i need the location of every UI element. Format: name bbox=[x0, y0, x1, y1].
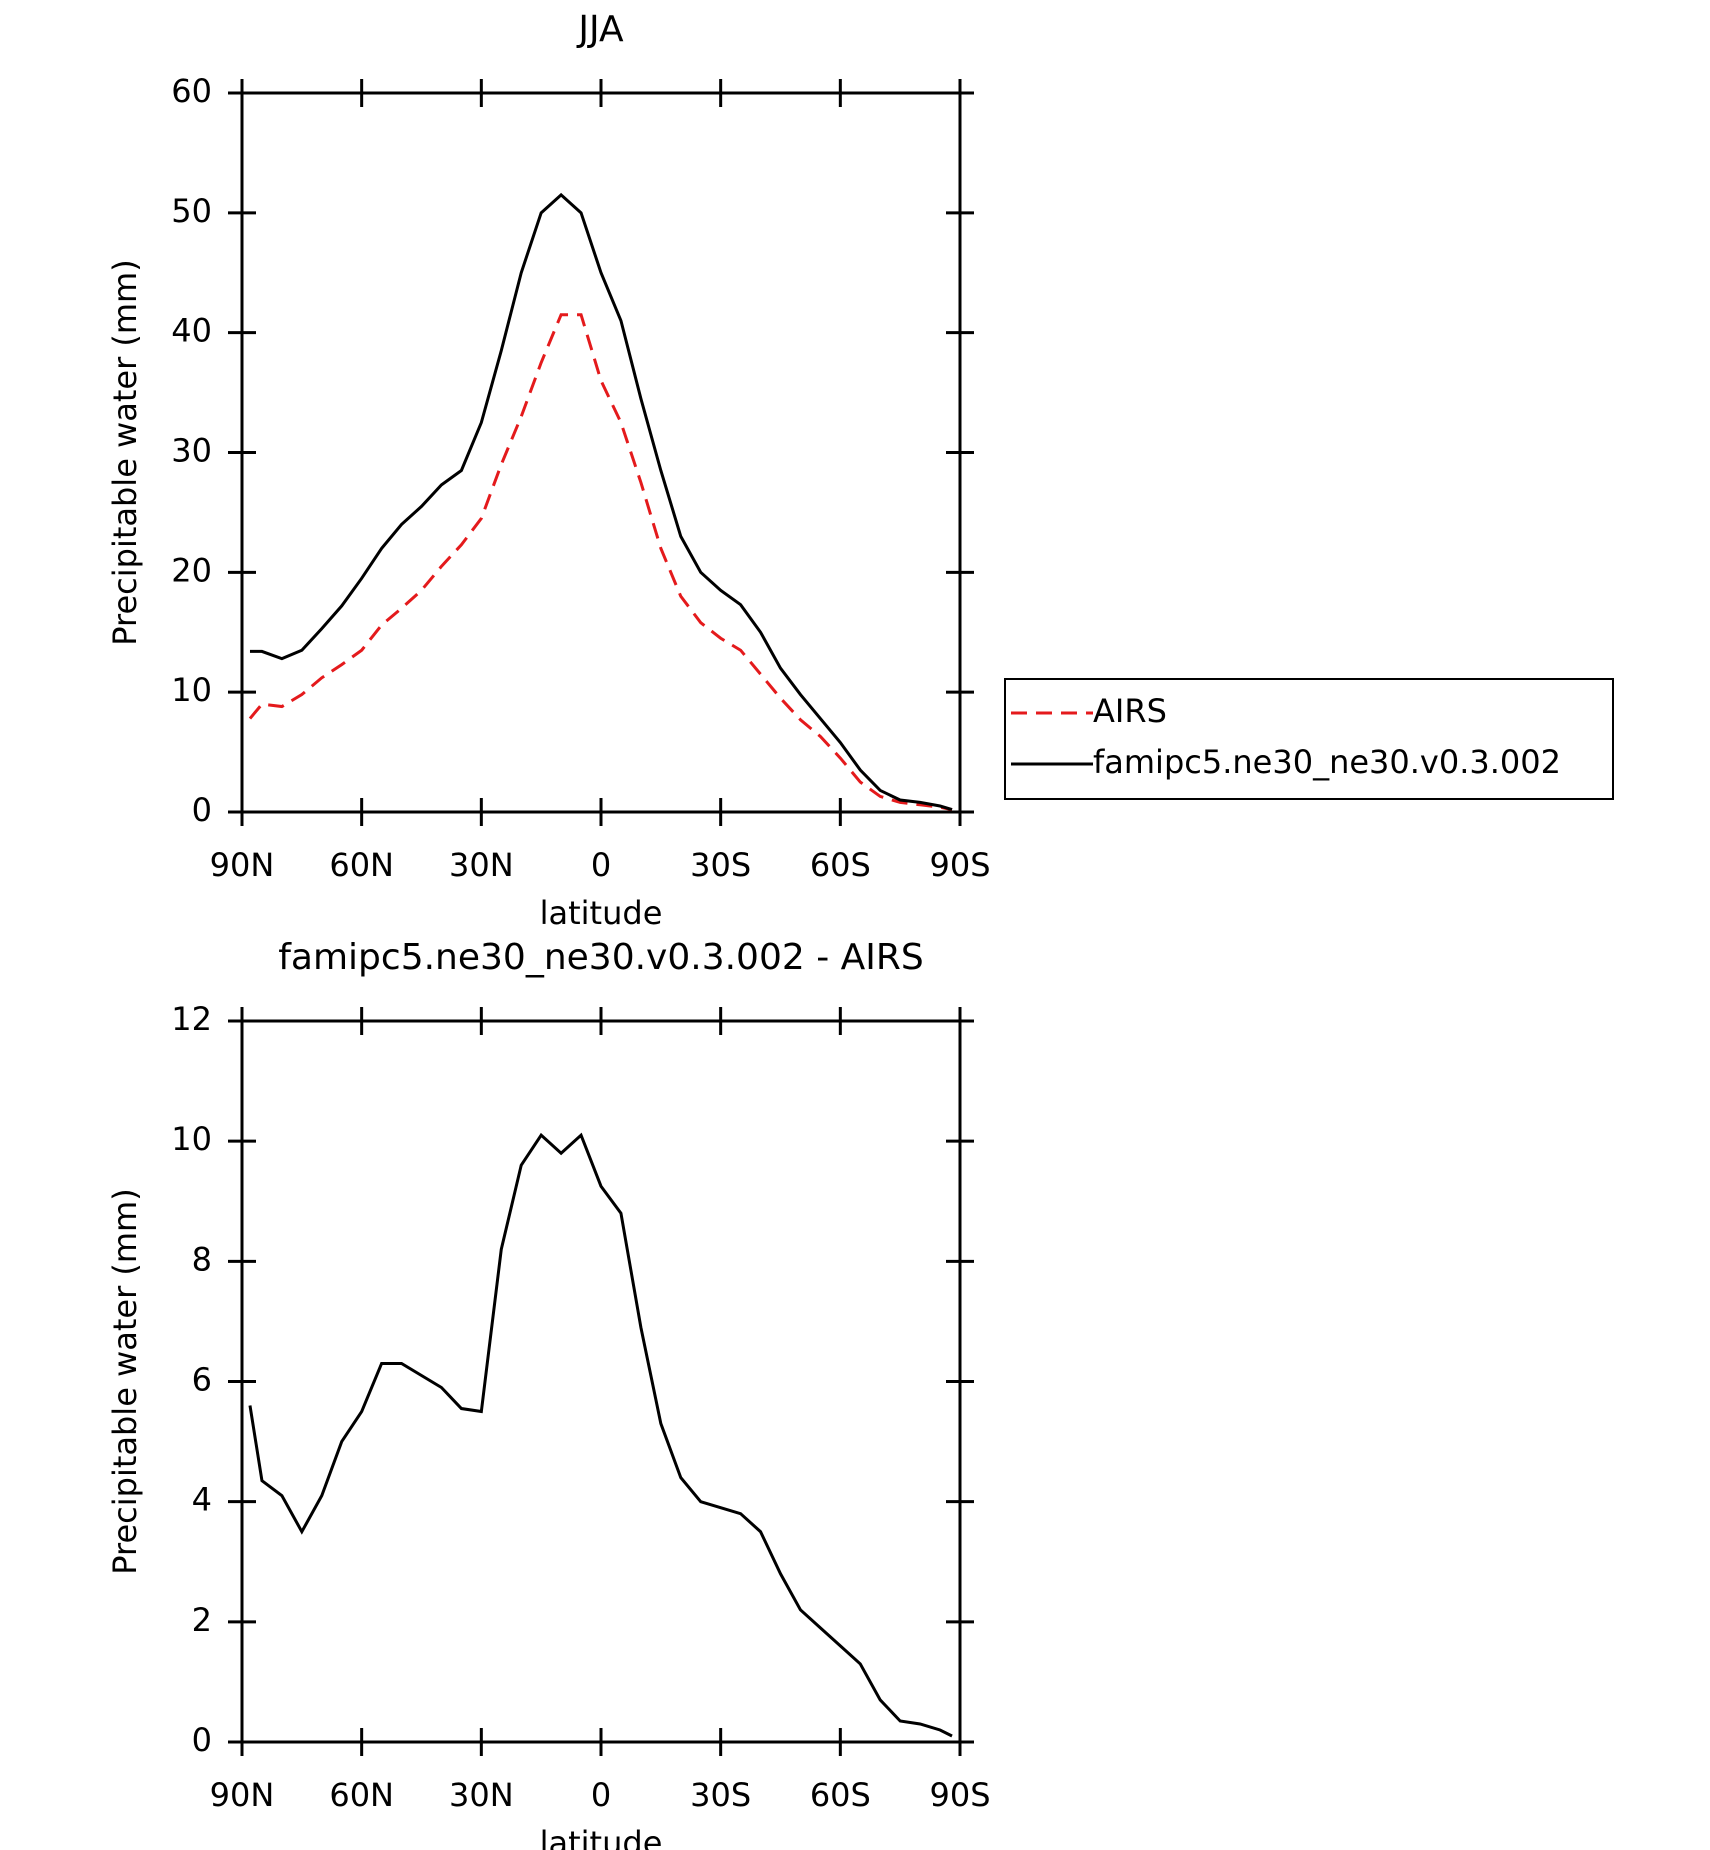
y-tick-label: 6 bbox=[192, 1361, 212, 1399]
y-tick-label: 8 bbox=[192, 1240, 212, 1278]
chart-title: JJA bbox=[576, 9, 624, 50]
y-tick-label: 60 bbox=[171, 72, 212, 110]
legend-box bbox=[1004, 678, 1614, 800]
plot-frame bbox=[240, 1019, 962, 1744]
chart-title: famipc5.ne30_ne30.v0.3.002 - AIRS bbox=[278, 937, 924, 978]
y-tick-label: 10 bbox=[171, 1120, 212, 1158]
y-axis-label: Precipitable water (mm) bbox=[106, 1188, 144, 1574]
x-tick-label: 30S bbox=[690, 1776, 751, 1814]
x-tick-label: 30S bbox=[690, 846, 751, 884]
y-tick-label: 0 bbox=[192, 1721, 212, 1759]
data-line bbox=[249, 192, 953, 812]
y-tick-label: 12 bbox=[171, 1000, 212, 1038]
x-tick-label: 90N bbox=[210, 846, 275, 884]
x-tick-label: 90S bbox=[929, 846, 990, 884]
legend-label: famipc5.ne30_ne30.v0.3.002 bbox=[1093, 743, 1561, 781]
y-tick-label: 4 bbox=[192, 1481, 212, 1519]
y-axis-label: Precipitable water (mm) bbox=[106, 259, 144, 645]
y-tick-label: 2 bbox=[192, 1601, 212, 1639]
y-tick-label: 40 bbox=[171, 312, 212, 350]
x-tick-label: 60S bbox=[810, 846, 871, 884]
y-tick-label: 0 bbox=[192, 791, 212, 829]
x-tick-label: 0 bbox=[591, 846, 611, 884]
y-tick-label: 30 bbox=[171, 432, 212, 470]
legend-label: AIRS bbox=[1093, 692, 1167, 730]
x-tick-label: 90N bbox=[210, 1776, 275, 1814]
x-tick-label: 30N bbox=[449, 1776, 514, 1814]
x-tick-label: 60N bbox=[329, 846, 394, 884]
x-tick-label: 60N bbox=[329, 1776, 394, 1814]
x-tick-label: 90S bbox=[929, 1776, 990, 1814]
data-line bbox=[248, 1132, 953, 1738]
data-line bbox=[248, 313, 953, 812]
x-axis-label: latitude bbox=[540, 1824, 663, 1850]
x-tick-label: 0 bbox=[591, 1776, 611, 1814]
plot-frame bbox=[240, 91, 962, 814]
y-tick-label: 10 bbox=[171, 671, 212, 709]
x-tick-label: 30N bbox=[449, 846, 514, 884]
y-tick-label: 50 bbox=[171, 192, 212, 230]
x-tick-label: 60S bbox=[810, 1776, 871, 1814]
y-tick-label: 20 bbox=[171, 551, 212, 589]
x-axis-label: latitude bbox=[540, 894, 663, 932]
